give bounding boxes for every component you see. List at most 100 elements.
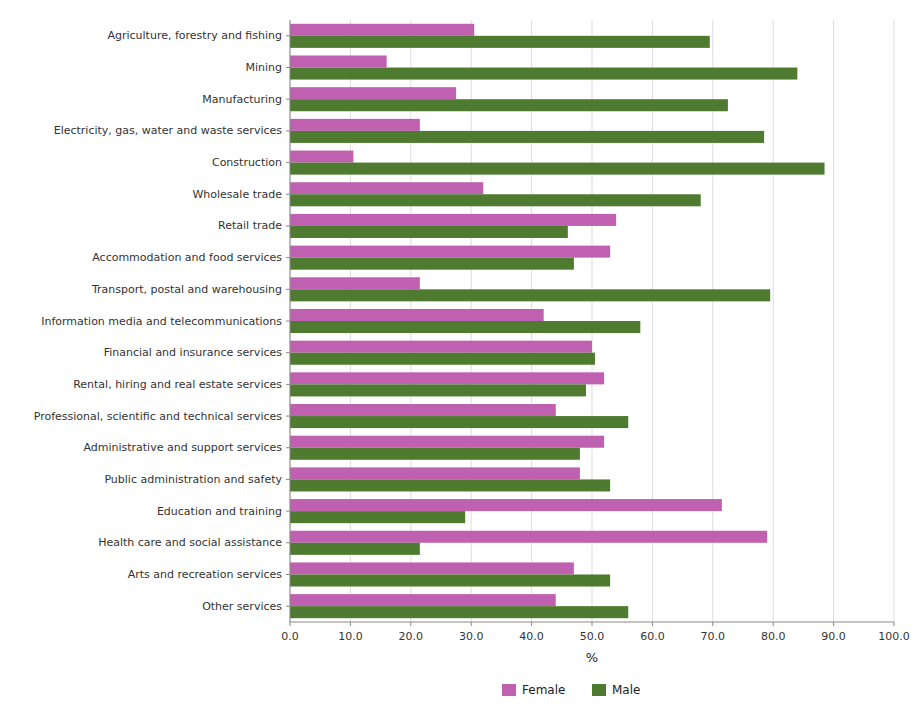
chart: 0.010.020.030.040.050.060.070.080.090.01… [0,0,924,717]
bar [290,163,825,175]
category-label: Construction [212,156,282,169]
x-tick-label: 0.0 [281,630,299,643]
bar [290,277,420,289]
category-label: Financial and insurance services [104,346,283,359]
y-tick [286,447,290,448]
x-tick-label: 20.0 [399,630,424,643]
bar [290,384,586,396]
bar [290,321,640,333]
category-label: Arts and recreation services [128,568,283,581]
bar [290,353,595,365]
category-label: Professional, scientific and technical s… [34,410,283,423]
category-label: Accommodation and food services [92,251,282,264]
x-tick [290,622,291,626]
y-tick [286,511,290,512]
x-tick [833,622,834,626]
y-tick [286,574,290,575]
bar [290,531,767,543]
x-tick [350,622,351,626]
y-tick [286,35,290,36]
category-label: Information media and telecommunications [41,315,282,328]
x-tick [410,622,411,626]
y-tick [286,321,290,322]
bar [290,594,556,606]
y-tick [286,225,290,226]
x-tick [652,622,653,626]
category-label: Mining [245,61,282,74]
y-tick [286,67,290,68]
x-tick-label: 90.0 [821,630,846,643]
x-tick-label: 40.0 [519,630,544,643]
bar [290,511,465,523]
category-label: Administrative and support services [83,441,282,454]
x-tick [712,622,713,626]
grid-line [833,20,834,622]
y-tick [286,542,290,543]
category-label: Electricity, gas, water and waste servic… [54,124,283,137]
y-tick [286,479,290,480]
x-tick [773,622,774,626]
x-tick [531,622,532,626]
x-tick [471,622,472,626]
bar [290,416,628,428]
bar [290,36,710,48]
bar [290,289,770,301]
bar [290,404,556,416]
bar [290,55,387,67]
x-tick-label: 80.0 [761,630,786,643]
bar [290,87,456,99]
category-label: Other services [202,600,282,613]
category-label: Retail trade [218,219,282,232]
x-tick-label: 100.0 [878,630,910,643]
bar [290,467,580,479]
bar [290,68,797,80]
x-tick [592,622,593,626]
category-label: Agriculture, forestry and fishing [107,29,282,42]
bar [290,543,420,555]
bar [290,574,610,586]
y-tick [286,289,290,290]
bar [290,226,568,238]
legend: Female Male [502,683,640,697]
y-tick [286,606,290,607]
bar [290,341,592,353]
bar [290,131,764,143]
x-axis-label: % [586,650,598,665]
grid-line [773,20,774,622]
category-label: Wholesale trade [192,188,282,201]
bar [290,258,574,270]
y-tick [286,416,290,417]
bar [290,499,722,511]
bar [290,24,474,36]
bar [290,194,701,206]
bar [290,182,483,194]
bar [290,606,628,618]
bar [290,246,610,258]
bar [290,448,580,460]
category-label: Education and training [157,505,282,518]
y-tick [286,352,290,353]
legend-entry: Male [612,683,640,697]
bar [290,309,544,321]
bar [290,479,610,491]
legend-swatch [502,684,516,696]
legend-entry: Female [522,683,565,697]
bars [290,24,825,618]
axes: 0.010.020.030.040.050.060.070.080.090.01… [34,20,910,643]
grid [290,20,894,622]
x-tick-label: 60.0 [640,630,665,643]
category-label: Manufacturing [202,93,282,106]
category-label: Transport, postal and warehousing [91,283,282,296]
grid-line [894,20,895,622]
bar [290,436,604,448]
bar [290,372,604,384]
x-tick-label: 70.0 [701,630,726,643]
bar [290,151,353,163]
category-label: Health care and social assistance [98,536,282,549]
bar [290,99,728,111]
y-tick [286,162,290,163]
x-tick-label: 10.0 [338,630,363,643]
y-tick [286,257,290,258]
category-label: Rental, hiring and real estate services [73,378,282,391]
bar [290,562,574,574]
